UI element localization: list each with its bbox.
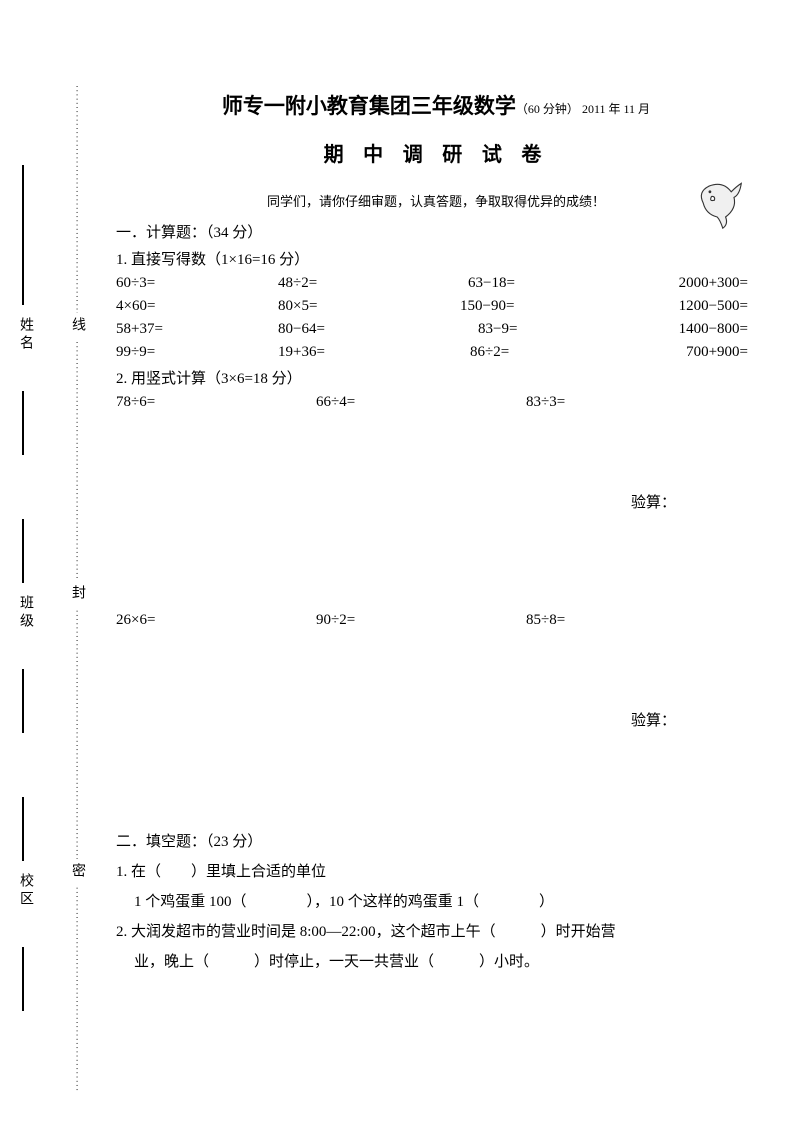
binding-label-mi: 密 <box>67 859 87 887</box>
calc-item: 99÷9= <box>116 344 278 361</box>
calc-row: 58+37= 80−64= 83−9= 1400−800= <box>116 321 756 338</box>
calc-item: 58+37= <box>116 321 278 338</box>
vertical-row-2: 26×6= 90÷2= 85÷8= <box>116 612 756 629</box>
binding-label-xian: 线 <box>67 313 87 341</box>
section1-head: 一．计算题：（34 分） <box>116 221 756 242</box>
calc-item: 48÷2= <box>278 275 450 292</box>
calc-item: 4×60= <box>116 298 278 315</box>
calc-item: 63−18= <box>450 275 618 292</box>
calc-item: 80×5= <box>278 298 450 315</box>
field-line-3 <box>22 669 24 733</box>
dolphin-icon <box>692 175 748 231</box>
calc-item: 80−64= <box>278 321 450 338</box>
field-label-banji: 班级 <box>15 595 35 631</box>
calc-item: 85÷8= <box>526 612 676 629</box>
question-2a: 2. 大润发超市的营业时间是 8:00—22:00，这个超市上午（ ）时开始营 <box>116 917 756 947</box>
vertical-row-1: 78÷6= 66÷4= 83÷3= <box>116 394 756 411</box>
check-label-1: 验算： <box>116 491 756 512</box>
section1-sub2: 2. 用竖式计算（3×6=18 分） <box>116 367 756 388</box>
calc-item: 19+36= <box>278 344 450 361</box>
title-main: 师专一附小教育集团三年级数学 <box>222 95 516 118</box>
calc-item: 90÷2= <box>316 612 526 629</box>
calc-item: 1200−500= <box>618 298 748 315</box>
question-1: 1. 在（ ）里填上合适的单位 <box>116 857 756 887</box>
field-line-4 <box>22 519 24 583</box>
calc-row: 99÷9= 19+36= 86÷2= 700+900= <box>116 344 756 361</box>
calc-item: 86÷2= <box>450 344 618 361</box>
binding-label-feng: 封 <box>67 581 87 609</box>
intro-text: 同学们，请你仔细审题，认真答题，争取取得优异的成绩！ <box>267 194 605 209</box>
calc-item: 60÷3= <box>116 275 278 292</box>
title-line: 师专一附小教育集团三年级数学（60 分钟） 2011 年 11 月 <box>116 90 756 120</box>
field-label-xiaoqu: 校区 <box>15 873 35 909</box>
field-label-xingming: 姓名 <box>15 317 35 353</box>
section1-sub1: 1. 直接写得数（1×16=16 分） <box>116 248 756 269</box>
field-line-5 <box>22 391 24 455</box>
calc-item: 150−90= <box>450 298 618 315</box>
section2: 二．填空题：（23 分） 1. 在（ ）里填上合适的单位 1 个鸡蛋重 100（… <box>116 830 756 977</box>
calc-grid-1: 60÷3= 48÷2= 63−18= 2000+300= 4×60= 80×5=… <box>116 275 756 361</box>
field-line-1 <box>22 947 24 1011</box>
check-label-2: 验算： <box>116 709 756 730</box>
content-area: 师专一附小教育集团三年级数学（60 分钟） 2011 年 11 月 期 中 调 … <box>116 90 756 977</box>
field-line-2 <box>22 797 24 861</box>
intro-row: 同学们，请你仔细审题，认真答题，争取取得优异的成绩！ <box>116 191 756 211</box>
calc-item: 83−9= <box>450 321 618 338</box>
calc-item: 1400−800= <box>618 321 748 338</box>
title-meta: （60 分钟） 2011 年 11 月 <box>516 102 650 116</box>
calc-item: 66÷4= <box>316 394 526 411</box>
calc-item: 2000+300= <box>618 275 748 292</box>
calc-item: 78÷6= <box>116 394 316 411</box>
field-line-6 <box>22 165 24 305</box>
subtitle: 期 中 调 研 试 卷 <box>116 138 756 167</box>
calc-item: 26×6= <box>116 612 316 629</box>
question-2b: 业，晚上（ ）时停止，一天一共营业（ ）小时。 <box>116 947 756 977</box>
calc-row: 4×60= 80×5= 150−90= 1200−500= <box>116 298 756 315</box>
calc-item: 83÷3= <box>526 394 676 411</box>
binding-edge: ········································… <box>48 85 80 1085</box>
section2-head: 二．填空题：（23 分） <box>116 830 756 851</box>
calc-item: 700+900= <box>618 344 748 361</box>
calc-row: 60÷3= 48÷2= 63−18= 2000+300= <box>116 275 756 292</box>
question-1b: 1 个鸡蛋重 100（ ），10 个这样的鸡蛋重 1（ ） <box>116 887 756 917</box>
